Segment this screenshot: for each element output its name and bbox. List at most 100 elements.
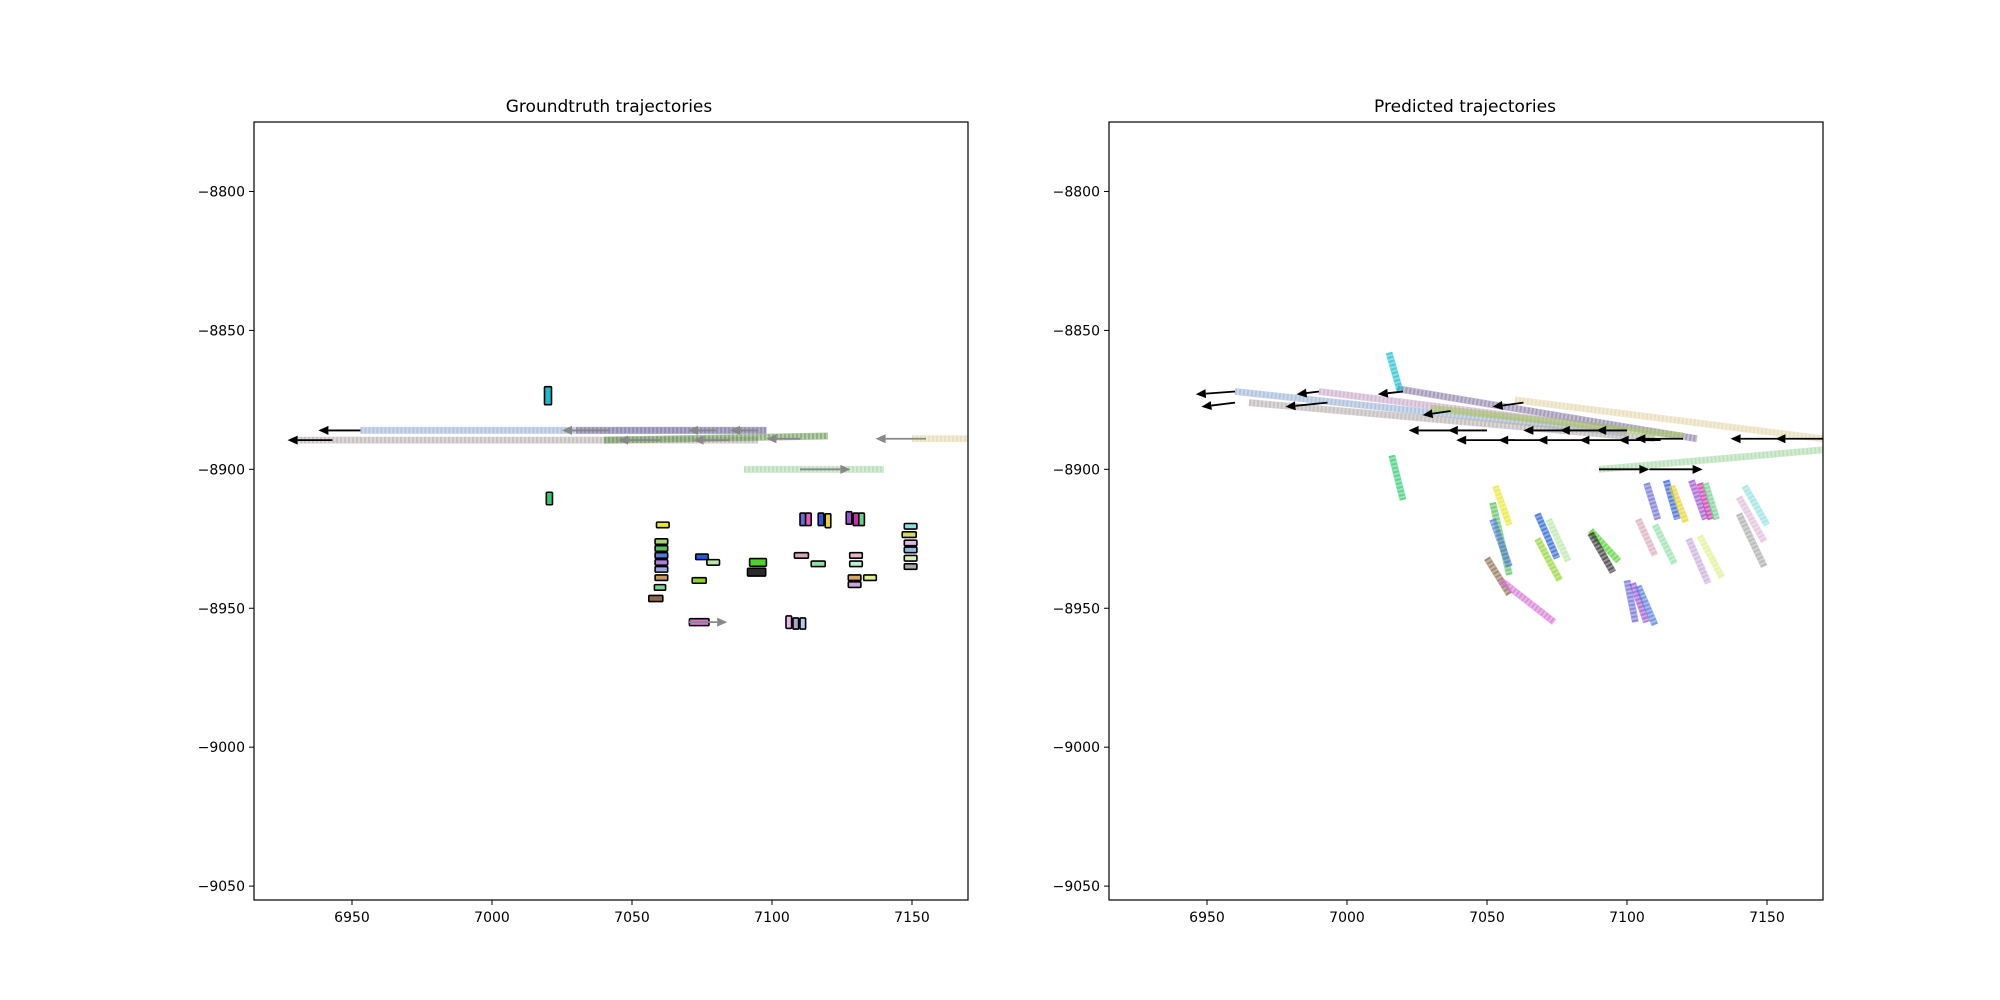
trajectory-track-boxes xyxy=(1484,556,1512,596)
arrow-head xyxy=(618,435,628,445)
x-tick-label: 7150 xyxy=(1749,910,1785,926)
y-tick-label: −8950 xyxy=(198,601,245,617)
object-box xyxy=(901,531,918,539)
object-box xyxy=(654,551,669,560)
motion-arrow xyxy=(875,434,926,444)
motion-arrow xyxy=(730,425,758,435)
motion-arrow xyxy=(1649,464,1703,474)
arrow-head xyxy=(1285,401,1296,411)
object-box xyxy=(903,554,918,562)
motion-arrow xyxy=(800,464,851,474)
trajectory-track-boxes xyxy=(1635,518,1658,557)
motion-arrow xyxy=(1195,389,1236,399)
plot-area xyxy=(1195,351,1823,627)
object-box xyxy=(799,512,807,527)
trajectory-track-boxes xyxy=(1386,351,1404,393)
motion-arrow xyxy=(1447,425,1487,435)
y-tick-label: −8900 xyxy=(198,462,245,478)
arrow-head xyxy=(1377,388,1389,398)
object-box xyxy=(545,491,554,506)
motion-arrow xyxy=(1422,409,1451,419)
motion-arrow xyxy=(1285,401,1328,411)
motion-arrow xyxy=(1408,425,1451,435)
x-tick-label: 7000 xyxy=(1329,910,1365,926)
trajectory-track-boxes xyxy=(1492,484,1513,526)
motion-arrow xyxy=(318,425,361,435)
arrow-head xyxy=(1635,434,1646,444)
trajectory-track-boxes xyxy=(1489,518,1513,568)
arrow-head xyxy=(1537,435,1548,445)
object-box xyxy=(691,576,708,585)
motion-arrow xyxy=(1537,435,1585,445)
arrow-head xyxy=(1775,434,1786,444)
object-box xyxy=(903,562,918,571)
motion-arrow xyxy=(1296,388,1320,398)
trajectory-track-boxes xyxy=(1598,446,1823,473)
trajectory-track-boxes xyxy=(1736,495,1767,544)
y-tick-label: −8800 xyxy=(1053,184,1100,200)
object-box xyxy=(792,617,800,630)
object-box xyxy=(706,558,721,566)
object-box xyxy=(746,567,767,577)
y-tick-label: −8950 xyxy=(1053,601,1100,617)
object-box xyxy=(543,385,553,406)
x-tick-label: 7150 xyxy=(894,910,930,926)
trajectory-track-boxes xyxy=(1663,479,1681,521)
motion-arrow xyxy=(1599,464,1650,474)
arrow-shaft xyxy=(1205,390,1236,395)
y-tick-label: −9050 xyxy=(198,879,245,895)
predicted-plot: 6950 7000 7050 7100 7150 −8800 −8850 −8900 −8950… xyxy=(1053,121,1824,926)
motion-arrow xyxy=(1775,434,1823,444)
object-box xyxy=(817,512,825,527)
x-tick-label: 7100 xyxy=(754,910,790,926)
arrow-head xyxy=(717,617,728,627)
trajectory-track xyxy=(1643,482,1662,521)
y-tick-label: −9050 xyxy=(1053,879,1100,895)
arrow-head xyxy=(1618,435,1629,445)
motion-arrow xyxy=(1201,401,1236,411)
object-box xyxy=(654,544,669,553)
y-tick-label: −9000 xyxy=(198,740,245,756)
trajectory-track-boxes xyxy=(1499,578,1557,625)
object-box xyxy=(653,583,667,591)
trajectory-track-boxes xyxy=(1688,479,1709,521)
arrow-shaft xyxy=(1502,401,1524,407)
arrow-head xyxy=(1596,425,1607,435)
object-box xyxy=(845,510,853,525)
arrow-head xyxy=(1730,434,1741,444)
y-tick-label: −8850 xyxy=(198,323,245,339)
trajectory-track-boxes xyxy=(1742,484,1770,527)
object-box xyxy=(655,521,670,529)
object-box xyxy=(903,546,918,554)
arrow-head xyxy=(562,425,572,435)
trajectory-track xyxy=(1696,482,1715,521)
trajectory-track-boxes xyxy=(1534,512,1560,560)
object-box xyxy=(647,594,664,603)
object-box xyxy=(862,574,878,582)
arrow-head xyxy=(1408,425,1419,435)
motion-arrow xyxy=(1730,434,1781,444)
groundtruth-title: Groundtruth trajectories xyxy=(505,97,713,117)
predicted-title: Predicted trajectories xyxy=(1374,97,1556,117)
motion-arrow xyxy=(287,435,333,445)
arrow-head xyxy=(1422,409,1434,419)
object-box xyxy=(847,574,862,582)
object-box xyxy=(903,522,918,530)
arrow-shaft xyxy=(1295,401,1328,407)
arrow-head xyxy=(1195,389,1207,399)
arrow-head xyxy=(1498,435,1509,445)
object-box xyxy=(785,615,793,630)
arrow-head xyxy=(840,464,851,474)
object-box xyxy=(799,617,807,630)
motion-arrow xyxy=(688,617,728,627)
object-box xyxy=(654,558,669,566)
object-box xyxy=(654,574,669,582)
motion-arrow xyxy=(1492,401,1524,410)
motion-arrow xyxy=(1596,425,1627,435)
trajectory-track-boxes xyxy=(1629,582,1650,624)
motion-arrow xyxy=(1377,388,1404,398)
plot-area xyxy=(287,385,968,630)
arrow-head xyxy=(730,425,740,435)
arrow-head xyxy=(1523,425,1534,435)
arrow-head xyxy=(1559,425,1570,435)
